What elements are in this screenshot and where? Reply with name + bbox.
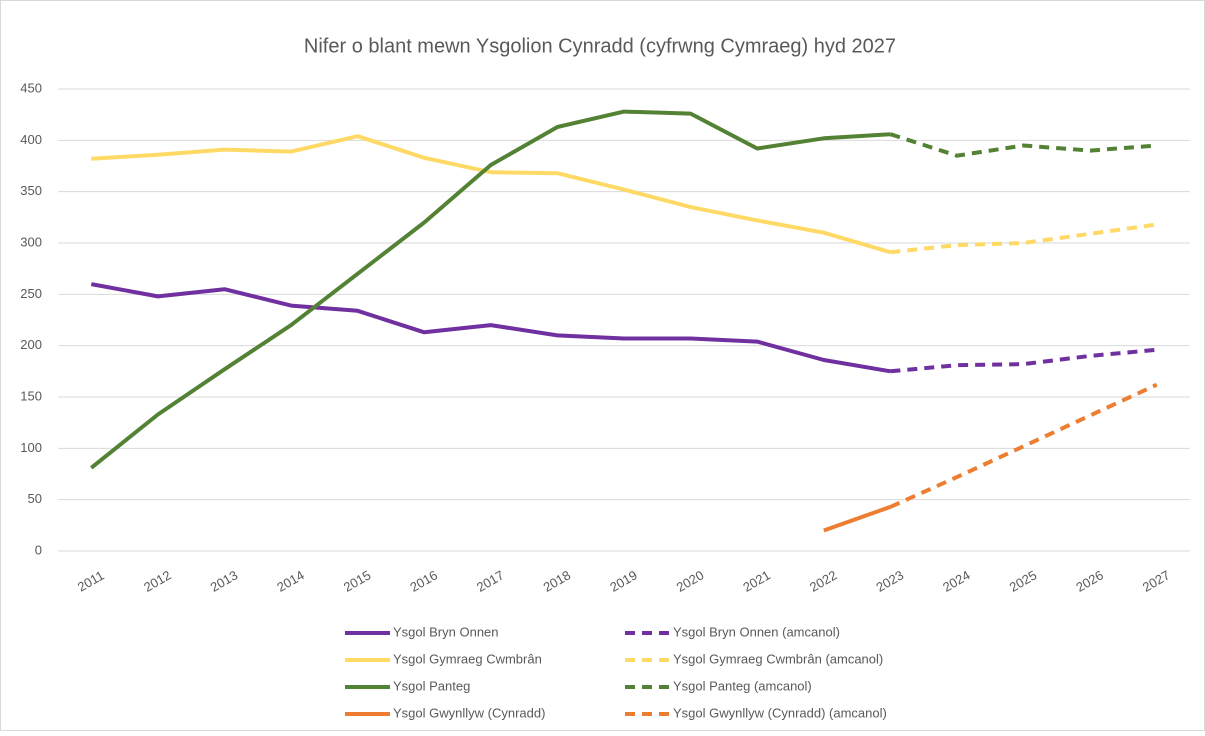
series-line: [91, 134, 891, 255]
y-tick-label: 200: [20, 337, 42, 352]
legend-label: Ysgol Gymraeg Cwmbrân (amcanol): [673, 651, 883, 666]
series-line: [90, 282, 891, 374]
chart-title: Nifer o blant mewn Ysgolion Cynradd (cyf…: [304, 35, 896, 57]
legend-label: Ysgol Gymraeg Cwmbrân: [393, 651, 542, 666]
y-tick-label: 100: [20, 440, 42, 455]
y-tick-label: 450: [20, 80, 42, 95]
series-line: [823, 505, 892, 533]
y-tick-label: 0: [35, 542, 42, 557]
legend-label: Ysgol Gwynllyw (Cynradd) (amcanol): [673, 705, 887, 720]
series-line: [90, 109, 891, 470]
y-tick-label: 50: [28, 491, 42, 506]
legend-label: Ysgol Bryn Onnen: [393, 624, 499, 639]
legend-label: Ysgol Panteg: [393, 678, 470, 693]
series-line: [889, 382, 1158, 509]
series-line: [889, 132, 1157, 158]
y-tick-label: 300: [20, 234, 42, 249]
legend-label: Ysgol Panteg (amcanol): [673, 678, 812, 693]
series-line: [890, 347, 1157, 374]
y-tick-label: 150: [20, 388, 42, 403]
legend-label: Ysgol Bryn Onnen (amcanol): [673, 624, 840, 639]
series-line: [890, 222, 1157, 255]
legend-label: Ysgol Gwynllyw (Cynradd): [393, 705, 545, 720]
y-tick-label: 250: [20, 286, 42, 301]
y-tick-label: 350: [20, 183, 42, 198]
y-tick-label: 400: [20, 132, 42, 147]
